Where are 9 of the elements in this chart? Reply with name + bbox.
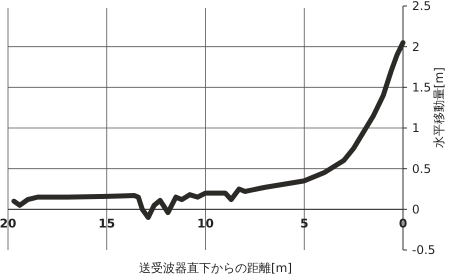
y-tick-label: 2.5 — [412, 0, 432, 14]
y-tick-label: 1 — [412, 121, 420, 136]
y-tick-label: 0.5 — [412, 162, 432, 176]
y-tick-label: -0.5 — [412, 243, 436, 258]
y-axis-title: 水平移動量[m] — [432, 67, 446, 148]
y-tick-label: 2 — [412, 40, 420, 54]
y-tick-label: 1.5 — [412, 80, 432, 95]
y-tick-label: 0 — [412, 202, 420, 217]
x-axis-title: 送受波器直下からの距離[m] — [138, 261, 292, 275]
